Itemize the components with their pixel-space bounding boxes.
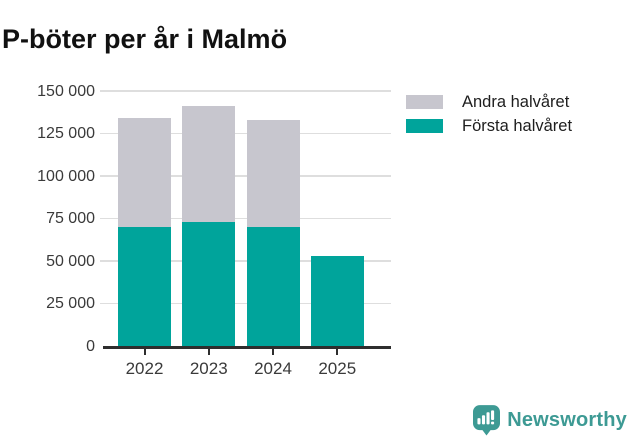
x-axis-line [103, 346, 391, 349]
legend-swatch-forsta-halvaret [406, 119, 443, 133]
bar-segment-2024 [246, 227, 300, 346]
bar-segment-2025 [310, 255, 364, 346]
bar-segment-2024 [246, 119, 300, 227]
chart-title: P-böter per år i Malmö [2, 24, 288, 55]
x-axis-label: 2025 [318, 359, 357, 378]
legend-label: Andra halvåret [462, 92, 570, 111]
legend: Andra halvåret Första halvåret [406, 92, 572, 140]
gridline [100, 90, 391, 92]
gridline [100, 260, 391, 262]
bar-segment-2022 [118, 118, 171, 227]
x-axis-tick [336, 348, 339, 355]
y-axis-tick-label: 0 [86, 337, 95, 355]
legend-swatch-andra-halvaret [406, 95, 443, 109]
gridline [100, 217, 391, 220]
bar-chart-speech-bubble-icon [473, 405, 501, 436]
legend-item: Andra halvåret [406, 92, 572, 112]
y-axis-tick-label: 125 000 [37, 125, 95, 142]
y-axis-tick-label: 50 000 [46, 252, 95, 270]
newsworthy-wordmark: Newsworthy [507, 409, 627, 431]
gridline [100, 175, 391, 177]
y-axis-tick-label: 75 000 [46, 210, 95, 227]
y-axis-tick-label: 150 000 [37, 82, 95, 100]
legend-item: Första halvåret [406, 116, 572, 136]
bar-segment-2022 [118, 227, 171, 346]
y-axis-tick-label: 100 000 [37, 167, 95, 185]
legend-label: Första halvåret [462, 116, 573, 135]
x-axis-label: 2024 [254, 359, 292, 378]
x-axis-tick [272, 348, 274, 355]
x-axis-label: 2022 [125, 359, 164, 378]
y-axis-tick-label: 25 000 [46, 295, 95, 312]
bar-segment-2023 [182, 106, 236, 222]
gridline [100, 132, 391, 135]
gridline [100, 302, 391, 305]
x-axis-tick [207, 348, 210, 355]
bar-segment-2023 [182, 221, 236, 346]
x-axis-label: 2023 [189, 359, 228, 378]
newsworthy-logo-link[interactable]: Newsworthy [473, 405, 627, 436]
x-axis-tick [143, 348, 146, 355]
